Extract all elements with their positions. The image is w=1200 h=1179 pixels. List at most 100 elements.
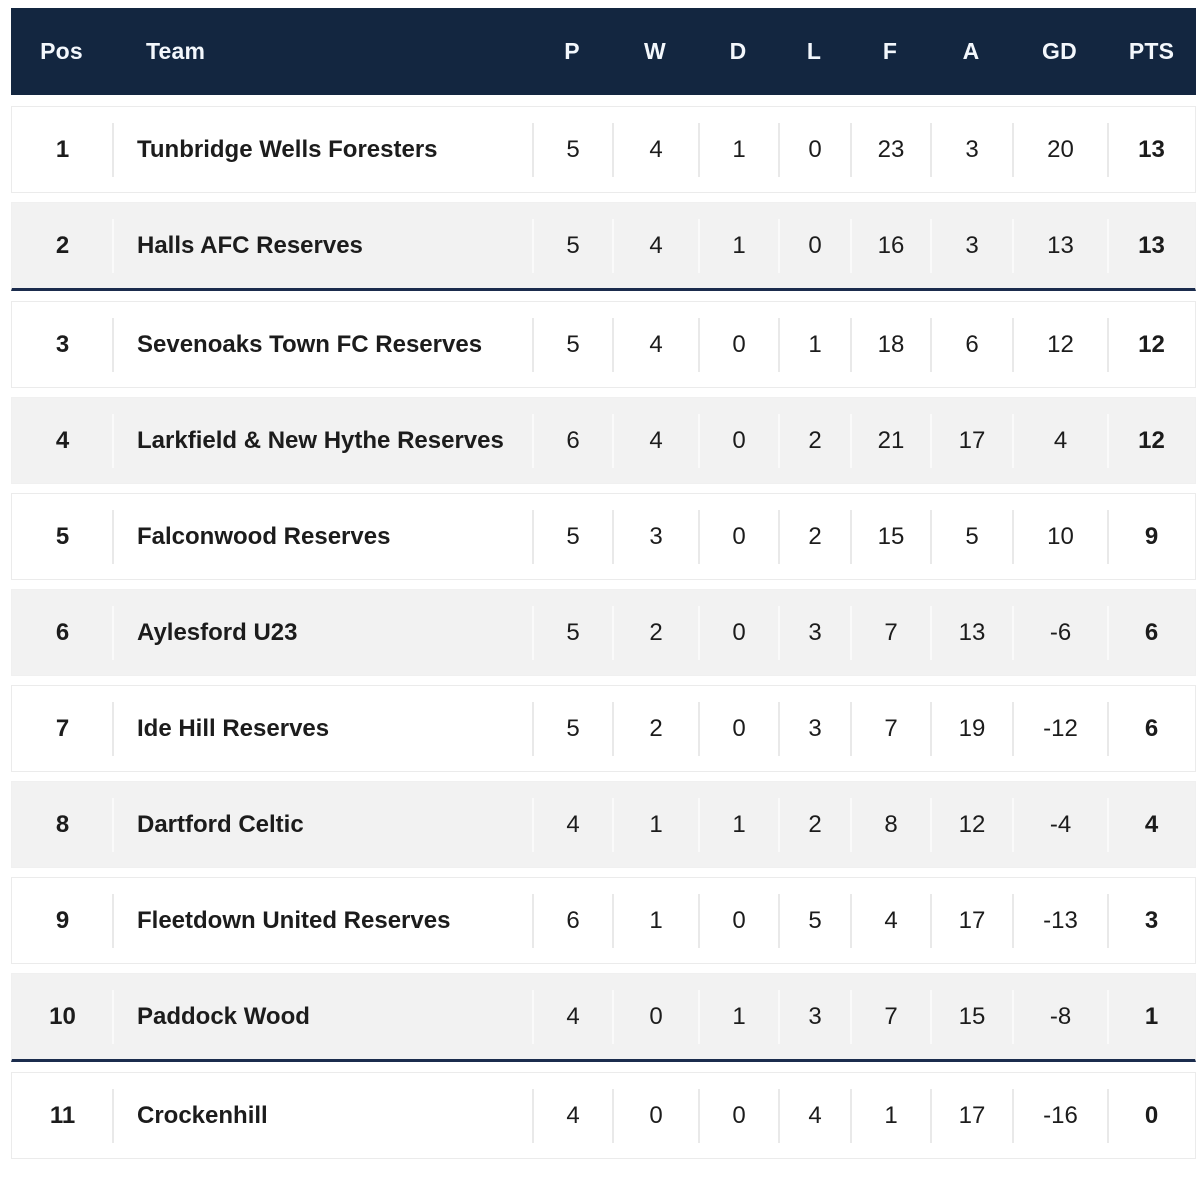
- goals-against-cell: 13: [931, 590, 1013, 675]
- goals-for-cell: 21: [851, 398, 931, 483]
- table-row: 9 Fleetdown United Reserves 6 1 0 5 4 17…: [11, 877, 1196, 964]
- goals-against-cell: 19: [931, 686, 1013, 771]
- team-name-cell: Dartford Celtic: [113, 782, 533, 867]
- table-row: 10 Paddock Wood 4 0 1 3 7 15 -8 1: [11, 973, 1196, 1062]
- goal-difference-cell: 4: [1013, 398, 1108, 483]
- wins-cell: 4: [613, 398, 699, 483]
- position-cell: 7: [55, 714, 70, 742]
- table-row: 3 Sevenoaks Town FC Reserves 5 4 0 1 18 …: [11, 301, 1196, 388]
- losses-cell: 4: [779, 1073, 851, 1158]
- wins-cell: 2: [613, 590, 699, 675]
- position-cell: 1: [55, 135, 70, 163]
- points-cell: 3: [1108, 878, 1195, 963]
- goals-for-cell: 15: [851, 494, 931, 579]
- team-name-cell: Tunbridge Wells Foresters: [113, 107, 533, 192]
- points-cell: 13: [1108, 203, 1195, 288]
- played-cell: 5: [533, 686, 613, 771]
- played-cell: 6: [533, 878, 613, 963]
- position-cell: 5: [55, 522, 70, 550]
- goals-against-cell: 17: [931, 1073, 1013, 1158]
- draws-cell: 1: [699, 107, 779, 192]
- draws-cell: 1: [699, 203, 779, 288]
- losses-cell: 2: [779, 782, 851, 867]
- losses-cell: 3: [779, 686, 851, 771]
- goal-difference-cell: -12: [1013, 686, 1108, 771]
- goal-difference-cell: 12: [1013, 302, 1108, 387]
- played-cell: 5: [533, 302, 613, 387]
- wins-cell: 4: [613, 203, 699, 288]
- team-name-cell: Larkfield & New Hythe Reserves: [113, 398, 533, 483]
- position-cell: 10: [49, 1002, 76, 1030]
- team-name-cell: Ide Hill Reserves: [113, 686, 533, 771]
- played-cell: 4: [533, 782, 613, 867]
- goals-against-cell: 6: [931, 302, 1013, 387]
- table-row: 6 Aylesford U23 5 2 0 3 7 13 -6 6: [11, 589, 1196, 676]
- table-row: 1 Tunbridge Wells Foresters 5 4 1 0 23 3…: [11, 106, 1196, 193]
- position-cell: 8: [55, 810, 70, 838]
- draws-cell: 1: [699, 782, 779, 867]
- goals-for-cell: 7: [851, 974, 931, 1059]
- team-name-cell: Fleetdown United Reserves: [113, 878, 533, 963]
- header-losses: L: [806, 38, 822, 64]
- position-cell: 2: [55, 231, 70, 259]
- losses-cell: 0: [779, 107, 851, 192]
- goals-for-cell: 1: [851, 1073, 931, 1158]
- header-played: P: [564, 38, 580, 64]
- wins-cell: 2: [613, 686, 699, 771]
- header-points: PTS: [1128, 38, 1175, 64]
- played-cell: 5: [533, 203, 613, 288]
- team-name-cell: Paddock Wood: [113, 974, 533, 1059]
- table-row: 11 Crockenhill 4 0 0 4 1 17 -16 0: [11, 1072, 1196, 1159]
- position-cell: 9: [55, 906, 70, 934]
- table-row: 2 Halls AFC Reserves 5 4 1 0 16 3 13 13: [11, 202, 1196, 291]
- draws-cell: 0: [699, 494, 779, 579]
- goal-difference-cell: -4: [1013, 782, 1108, 867]
- draws-cell: 1: [699, 974, 779, 1059]
- table-row: 8 Dartford Celtic 4 1 1 2 8 12 -4 4: [11, 781, 1196, 868]
- goal-difference-cell: 10: [1013, 494, 1108, 579]
- header-draws: D: [729, 38, 747, 64]
- team-name-cell: Falconwood Reserves: [113, 494, 533, 579]
- position-cell: 4: [55, 426, 70, 454]
- header-team: Team: [146, 38, 206, 64]
- points-cell: 9: [1108, 494, 1195, 579]
- losses-cell: 1: [779, 302, 851, 387]
- position-cell: 3: [55, 330, 70, 358]
- draws-cell: 0: [699, 1073, 779, 1158]
- points-cell: 6: [1108, 686, 1195, 771]
- draws-cell: 0: [699, 302, 779, 387]
- goals-for-cell: 18: [851, 302, 931, 387]
- position-cell: 11: [49, 1101, 76, 1129]
- losses-cell: 3: [779, 590, 851, 675]
- draws-cell: 0: [699, 686, 779, 771]
- goal-difference-cell: -13: [1013, 878, 1108, 963]
- goals-against-cell: 3: [931, 203, 1013, 288]
- points-cell: 1: [1108, 974, 1195, 1059]
- points-cell: 0: [1108, 1073, 1195, 1158]
- points-cell: 12: [1108, 302, 1195, 387]
- played-cell: 5: [533, 590, 613, 675]
- goals-for-cell: 23: [851, 107, 931, 192]
- league-table: Pos Team P W D L F A GD PTS 1 Tunbridge …: [11, 8, 1196, 1159]
- points-cell: 6: [1108, 590, 1195, 675]
- goals-against-cell: 5: [931, 494, 1013, 579]
- played-cell: 5: [533, 107, 613, 192]
- table-row: 5 Falconwood Reserves 5 3 0 2 15 5 10 9: [11, 493, 1196, 580]
- draws-cell: 0: [699, 398, 779, 483]
- goals-against-cell: 12: [931, 782, 1013, 867]
- played-cell: 6: [533, 398, 613, 483]
- wins-cell: 3: [613, 494, 699, 579]
- losses-cell: 5: [779, 878, 851, 963]
- losses-cell: 0: [779, 203, 851, 288]
- wins-cell: 1: [613, 878, 699, 963]
- goals-against-cell: 15: [931, 974, 1013, 1059]
- goals-against-cell: 17: [931, 878, 1013, 963]
- goals-against-cell: 3: [931, 107, 1013, 192]
- header-goals-for: F: [882, 38, 898, 64]
- wins-cell: 1: [613, 782, 699, 867]
- header-goal-difference: GD: [1042, 38, 1077, 64]
- goals-for-cell: 7: [851, 686, 931, 771]
- table-header-row: Pos Team P W D L F A GD PTS: [11, 8, 1196, 95]
- played-cell: 4: [533, 974, 613, 1059]
- team-name-cell: Aylesford U23: [113, 590, 533, 675]
